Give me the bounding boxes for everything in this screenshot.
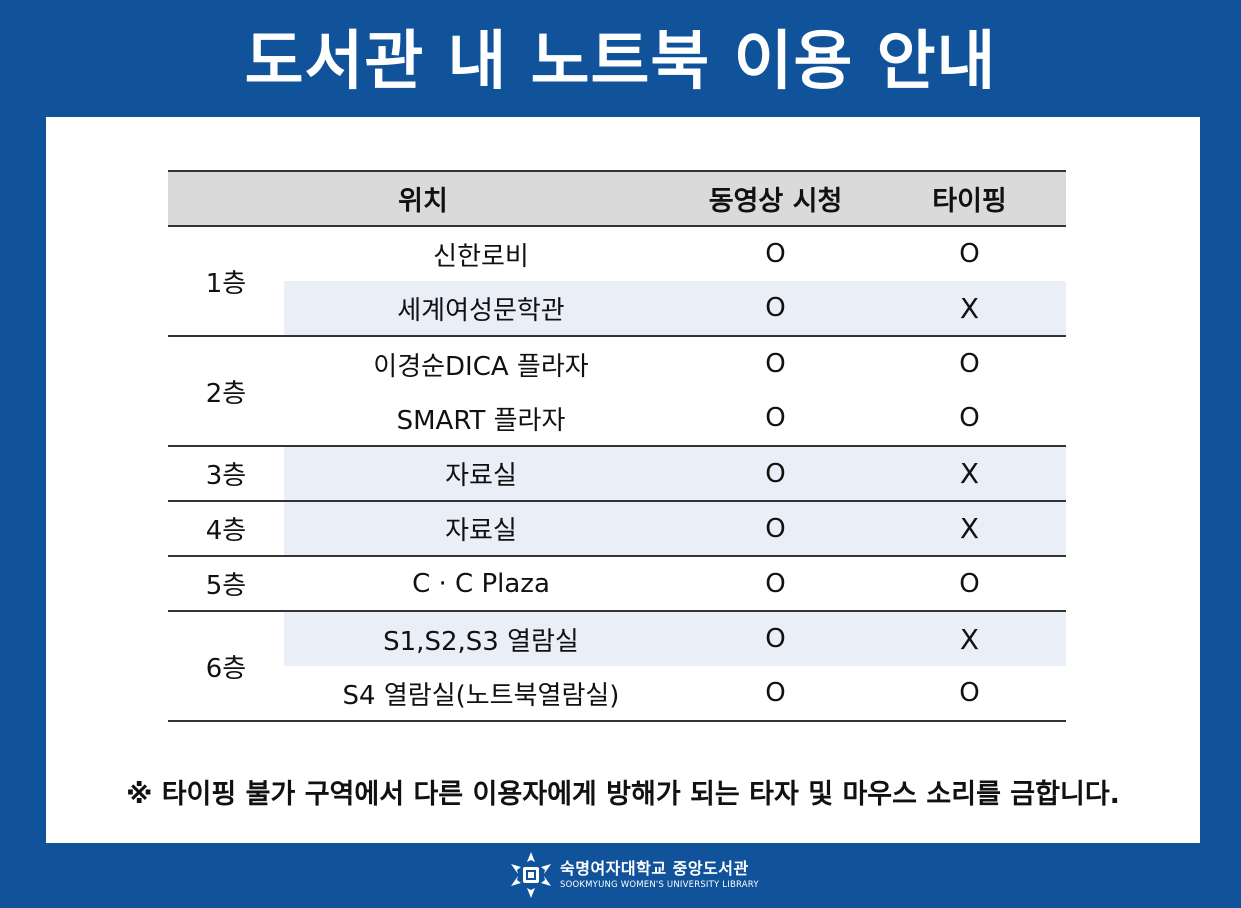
table-row: SMART 플라자 O O	[168, 391, 1066, 446]
table-row: 3층 자료실 O X	[168, 446, 1066, 501]
table-row: 1층 신한로비 O O	[168, 226, 1066, 336]
table-row: S4 열람실(노트북열람실) O O	[168, 666, 1066, 721]
floor-group: 4층 자료실 O X	[168, 501, 1066, 556]
floor-label: 1층	[168, 226, 284, 336]
library-name-english: SOOKMYUNG WOMEN'S UNIVERSITY LIBRARY	[560, 880, 759, 890]
floor-label: 2층	[168, 336, 284, 446]
typing-allowed-cell: X	[873, 611, 1066, 666]
video-allowed-cell: O	[678, 446, 873, 501]
typing-allowed-cell: O	[959, 678, 980, 708]
header-location: 위치	[398, 186, 448, 217]
library-name-korean: 숙명여자대학교 중앙도서관	[560, 859, 749, 878]
floor-label: 4층	[168, 501, 284, 556]
floor-label: 5층	[168, 556, 284, 611]
header-typing: 타이핑	[932, 186, 1007, 217]
library-name: 숙명여자대학교 중앙도서관 SOOKMYUNG WOMEN'S UNIVERSI…	[560, 859, 759, 891]
notice-text: ※ 타이핑 불가 구역에서 다른 이용자에게 방해가 되는 타자 및 마우스 소…	[126, 779, 1120, 810]
location-cell: 이경순DICA 플라자	[373, 351, 589, 382]
content-panel: 위치 동영상 시청 타이핑 1층 신한로비 O O 세계여성문학관 O X 2층 이경순DICA…	[46, 117, 1200, 843]
typing-allowed-cell: X	[873, 446, 1066, 501]
typing-allowed-cell: O	[959, 349, 980, 379]
video-allowed-cell: O	[765, 239, 786, 269]
floor-group: 1층 신한로비 O O 세계여성문학관 O X	[168, 226, 1066, 336]
video-allowed-cell: O	[678, 501, 873, 556]
library-logo: 숙명여자대학교 중앙도서관 SOOKMYUNG WOMEN'S UNIVERSI…	[508, 850, 759, 900]
typing-allowed-cell: O	[959, 239, 980, 269]
floor-label: 6층	[168, 611, 284, 721]
table-row: 5층 C · C Plaza O O	[168, 556, 1066, 611]
location-cell: SMART 플라자	[396, 405, 566, 436]
table-row: 6층 S1,S2,S3 열람실 O X	[168, 611, 1066, 721]
typing-allowed-cell: X	[873, 501, 1066, 556]
location-cell: S1,S2,S3 열람실	[284, 611, 678, 666]
laptop-usage-table: 위치 동영상 시청 타이핑 1층 신한로비 O O 세계여성문학관 O X 2층 이경순DICA…	[168, 170, 1066, 722]
location-cell: 신한로비	[433, 241, 529, 272]
table-row: 4층 자료실 O X	[168, 501, 1066, 556]
table-header-row: 위치 동영상 시청 타이핑	[168, 171, 1066, 226]
floor-group: 6층 S1,S2,S3 열람실 O X S4 열람실(노트북열람실) O O	[168, 611, 1066, 721]
floor-group: 5층 C · C Plaza O O	[168, 556, 1066, 611]
typing-allowed-cell: X	[873, 281, 1066, 336]
floor-label: 3층	[168, 446, 284, 501]
video-allowed-cell: O	[765, 568, 786, 599]
footer: 숙명여자대학교 중앙도서관 SOOKMYUNG WOMEN'S UNIVERSI…	[0, 846, 1241, 908]
video-allowed-cell: O	[765, 349, 786, 379]
typing-allowed-cell: O	[959, 568, 980, 599]
snowflake-emblem-icon	[511, 852, 551, 898]
location-cell: 자료실	[284, 501, 678, 556]
video-allowed-cell: O	[765, 403, 786, 433]
video-allowed-cell: O	[678, 281, 873, 336]
floor-group: 3층 자료실 O X	[168, 446, 1066, 501]
location-cell: 세계여성문학관	[284, 281, 678, 336]
table-row: 세계여성문학관 O X	[168, 281, 1066, 336]
location-cell: 자료실	[284, 446, 678, 501]
floor-group: 2층 이경순DICA 플라자 O O SMART 플라자 O O	[168, 336, 1066, 446]
location-cell: S4 열람실(노트북열람실)	[342, 680, 620, 711]
video-allowed-cell: O	[765, 678, 786, 708]
typing-allowed-cell: O	[959, 403, 980, 433]
location-cell: C · C Plaza	[412, 568, 550, 599]
table-row: 2층 이경순DICA 플라자 O O	[168, 336, 1066, 446]
page-title: 도서관 내 노트북 이용 안내	[244, 25, 997, 99]
header-video: 동영상 시청	[708, 186, 843, 217]
video-allowed-cell: O	[678, 611, 873, 666]
